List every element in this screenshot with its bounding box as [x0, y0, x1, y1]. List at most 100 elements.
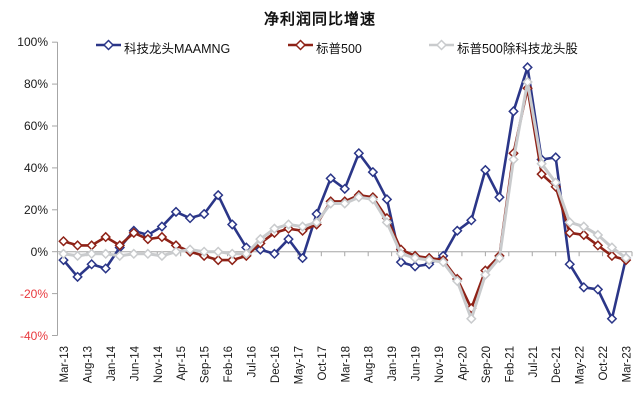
legend-marker-ex-tech-icon: [428, 38, 455, 56]
legend-marker-tech-icon: [95, 38, 122, 56]
legend-label-ex-tech: 标普500除科技龙头股: [457, 41, 578, 56]
data-point-marker: [578, 282, 590, 293]
data-point-marker: [86, 259, 97, 270]
data-point-marker: [269, 248, 280, 260]
data-point-marker: [339, 183, 351, 195]
data-point-marker: [58, 254, 69, 266]
data-point-marker: [184, 212, 196, 224]
chart-legend: 科技龙头MAAMNG 标普500 标普500除科技龙头股: [0, 38, 640, 56]
data-point-marker: [156, 221, 168, 232]
y-tick-label: -20%: [19, 286, 48, 301]
legend-label-tech: 科技龙头MAAMNG: [124, 41, 231, 56]
x-tick-label: Jan-19: [387, 346, 399, 381]
data-point-marker: [128, 248, 140, 260]
x-tick-label: Feb-16: [223, 346, 235, 382]
data-point-marker: [395, 256, 407, 268]
x-tick-label: May-22: [575, 346, 587, 384]
x-tick-label: Oct-22: [598, 346, 610, 381]
x-tick-label: Mar-13: [59, 346, 71, 382]
data-point-marker: [564, 227, 576, 239]
data-point-marker: [466, 215, 477, 226]
data-point-marker: [283, 219, 294, 230]
x-tick-label: Jul-16: [247, 346, 259, 377]
data-point-marker: [367, 166, 379, 178]
data-point-marker: [142, 233, 154, 245]
data-point-marker: [198, 208, 210, 220]
y-tick-label: 0%: [30, 244, 48, 259]
x-tick-label: Mar-18: [340, 346, 352, 382]
data-point-marker: [592, 240, 604, 251]
x-tick-label: Feb-21: [504, 346, 516, 382]
series-markers-sp500-ex-tech: [58, 76, 632, 325]
x-tick-label: Dec-16: [270, 346, 282, 383]
x-axis-labels: Mar-13 Aug-13 Jan-14 Jun-14 Nov-14 Apr-15 Sep-…: [59, 345, 634, 384]
data-point-marker: [156, 231, 168, 243]
y-tick-label: -40%: [19, 328, 48, 343]
data-point-marker: [564, 217, 576, 228]
data-point-marker: [226, 219, 238, 230]
data-point-marker: [437, 256, 449, 268]
legend-marker-sp500-icon: [287, 38, 314, 56]
data-point-marker: [592, 284, 604, 295]
data-point-marker: [339, 198, 351, 209]
x-tick-label: Sep-20: [481, 346, 493, 383]
data-point-marker: [466, 313, 477, 325]
data-point-marker: [480, 164, 491, 176]
x-tick-label: Nov-19: [434, 346, 446, 383]
data-point-marker: [578, 229, 590, 241]
data-point-marker: [128, 227, 140, 239]
x-tick-label: Jun-14: [129, 345, 141, 381]
data-point-marker: [494, 252, 505, 264]
data-point-marker: [451, 225, 463, 237]
data-point-marker: [578, 221, 590, 232]
data-point-marker: [480, 269, 491, 281]
data-point-marker: [325, 198, 336, 209]
data-point-marker: [550, 152, 561, 163]
data-point-marker: [423, 254, 435, 266]
data-point-marker: [58, 248, 69, 260]
y-tick-label: 20%: [23, 202, 48, 217]
x-tick-label: Mar-23: [622, 346, 634, 382]
series-sp500-ex-tech: [58, 76, 632, 325]
data-point-marker: [606, 313, 618, 325]
data-point-marker: [522, 62, 533, 73]
data-point-marker: [255, 244, 266, 255]
data-point-marker: [409, 261, 421, 272]
data-point-marker: [522, 76, 533, 88]
data-point-marker: [114, 250, 126, 262]
x-tick-label: Sep-15: [200, 346, 212, 383]
x-tick-label: Apr-15: [176, 346, 188, 381]
data-point-marker: [72, 271, 83, 283]
x-tick-label: Dec-21: [551, 346, 563, 383]
legend-item-sp500-ex-tech: 标普500除科技龙头股: [428, 38, 578, 56]
data-point-marker: [494, 191, 505, 203]
legend-item-tech-leaders: 科技龙头MAAMNG: [95, 38, 231, 56]
data-point-marker: [325, 173, 336, 184]
x-tick-label: Apr-20: [457, 346, 469, 381]
data-point-marker: [198, 246, 210, 257]
data-point-marker: [283, 233, 294, 245]
data-point-marker: [156, 250, 168, 262]
data-point-marker: [170, 206, 182, 218]
data-point-marker: [269, 223, 280, 234]
data-point-marker: [226, 248, 238, 260]
data-point-marker: [297, 221, 308, 232]
legend-label-sp500: 标普500: [316, 41, 362, 56]
data-point-marker: [311, 217, 322, 228]
data-point-marker: [592, 229, 604, 241]
x-tick-label: Aug-13: [82, 346, 94, 383]
data-point-marker: [72, 240, 83, 251]
data-point-marker: [212, 246, 224, 257]
x-tick-label: Jun-19: [411, 346, 423, 381]
data-point-marker: [212, 189, 224, 201]
x-tick-label: Jul-21: [528, 346, 540, 377]
data-point-marker: [508, 106, 519, 117]
legend-item-sp500: 标普500: [287, 38, 362, 56]
data-point-marker: [381, 194, 393, 205]
data-point-marker: [508, 154, 519, 165]
data-point-marker: [606, 250, 618, 262]
chart-title: 净利润同比增速: [263, 11, 376, 28]
series-markers-tech-leaders: [58, 62, 632, 325]
data-point-marker: [86, 248, 97, 260]
